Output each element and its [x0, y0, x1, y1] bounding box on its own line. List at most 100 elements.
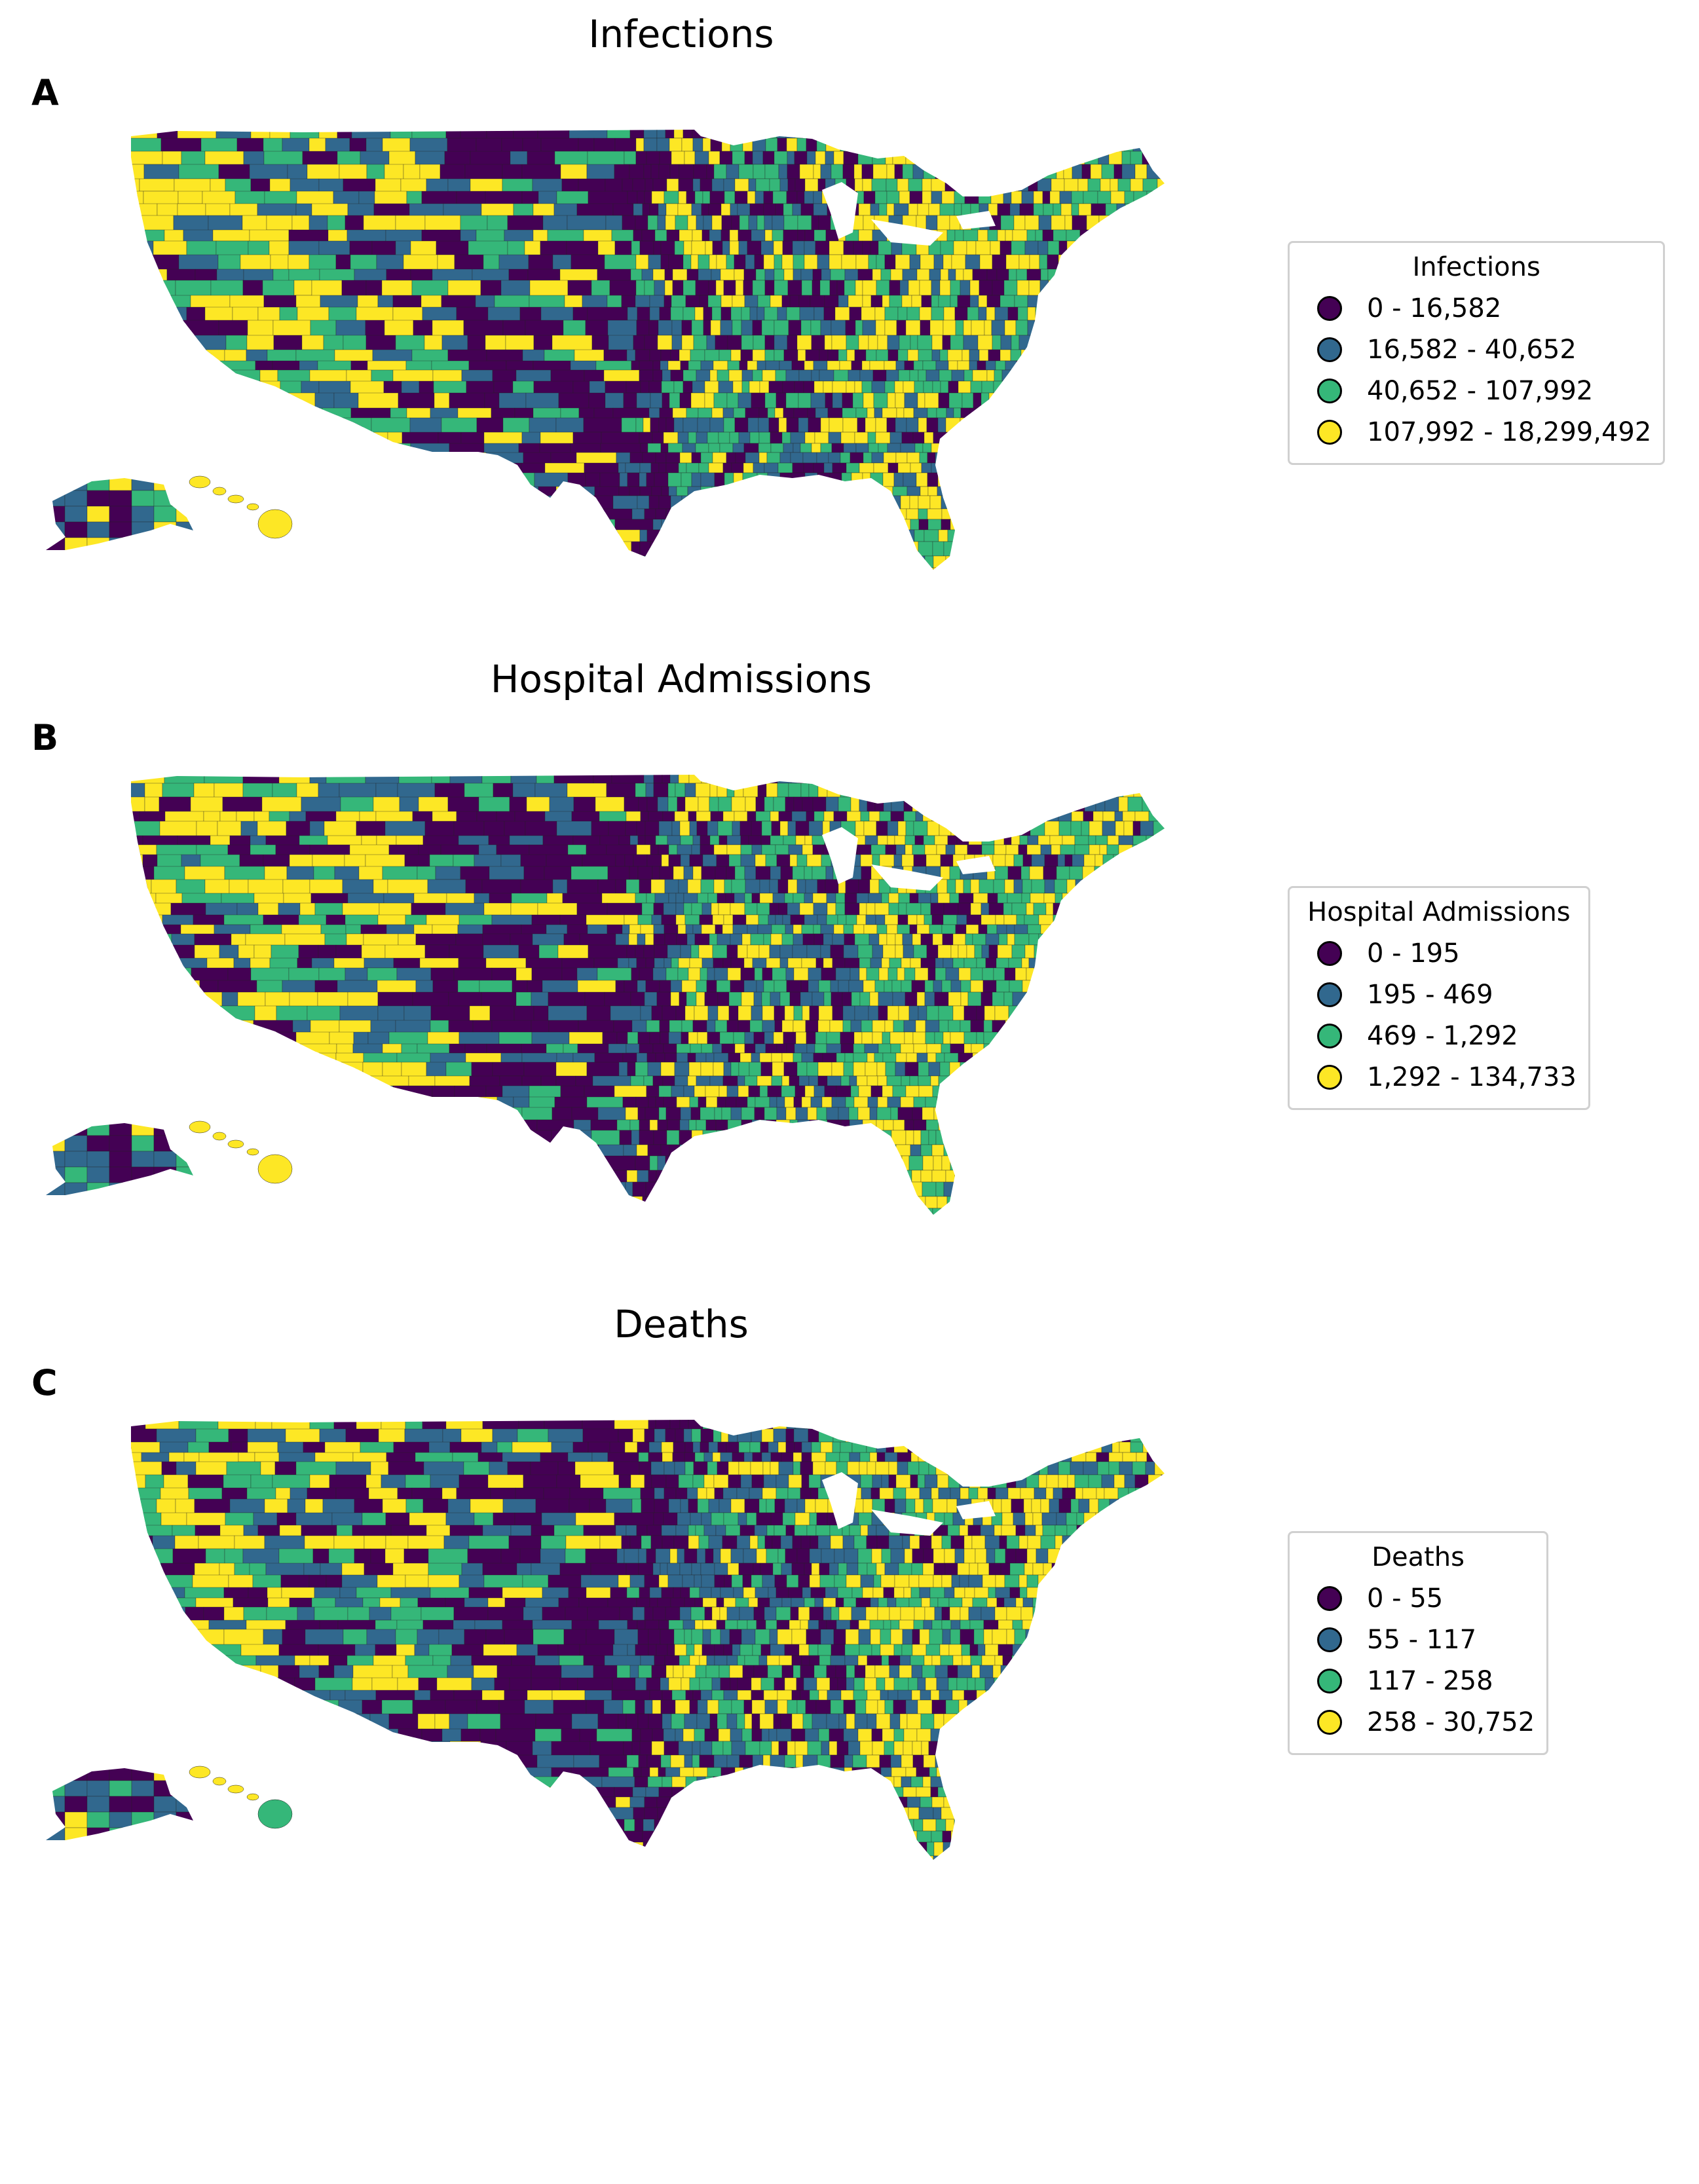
county-cell: [707, 893, 718, 904]
county-cell: [510, 902, 538, 916]
county-cell: [949, 866, 961, 880]
county-cell: [750, 933, 764, 946]
county-cell: [1138, 360, 1151, 371]
county-cell: [691, 902, 703, 916]
county-cell: [1108, 991, 1117, 1007]
county-cell: [984, 178, 999, 192]
county-cell: [759, 541, 774, 557]
county-cell: [297, 1085, 338, 1100]
county-cell: [417, 462, 447, 481]
county-cell: [679, 821, 690, 836]
county-cell: [1166, 496, 1178, 509]
county-cell: [1173, 1107, 1187, 1120]
county-cell: [990, 1062, 999, 1077]
county-cell: [711, 495, 726, 509]
county-cell: [644, 991, 658, 1007]
county-cell: [828, 432, 842, 444]
county-cell: [980, 151, 988, 165]
county-cell: [648, 1096, 656, 1108]
county-cell: [960, 1085, 973, 1098]
county-cell: [955, 879, 964, 894]
county-cell: [1034, 1107, 1045, 1120]
county-cell: [1117, 775, 1129, 784]
county-cell: [753, 775, 767, 784]
county-cell: [288, 254, 310, 270]
county-cell: [1070, 555, 1081, 568]
county-cell: [1072, 452, 1084, 464]
county-cell: [940, 854, 954, 867]
county-cell: [947, 432, 960, 444]
county-cell: [1142, 407, 1150, 418]
county-cell: [231, 1043, 261, 1056]
county-cell: [675, 914, 686, 925]
county-cell: [671, 151, 685, 165]
county-cell: [956, 541, 965, 557]
county-cell: [812, 866, 827, 880]
county-cell: [625, 462, 641, 473]
county-cell: [1018, 775, 1033, 784]
county-cell: [403, 254, 438, 270]
county-cell: [1059, 306, 1069, 321]
county-cell: [1173, 361, 1184, 370]
county-cell: [1122, 215, 1133, 231]
county-cell: [723, 178, 736, 192]
county-cell: [639, 369, 654, 382]
county-cell: [1157, 407, 1165, 418]
county-cell: [941, 775, 957, 784]
county-cell: [862, 472, 871, 487]
county-cell: [1134, 879, 1144, 894]
county-cell: [1004, 320, 1017, 336]
county-cell: [1108, 1075, 1122, 1086]
county-cell: [1125, 1005, 1134, 1021]
county-cell: [1013, 151, 1022, 165]
county-cell: [900, 495, 910, 509]
county-cell: [987, 811, 997, 822]
county-cell: [384, 519, 401, 532]
county-cell: [765, 138, 778, 152]
county-cell: [802, 519, 817, 530]
county-cell: [1103, 567, 1117, 570]
county-cell: [774, 151, 788, 165]
county-cell: [667, 796, 678, 812]
county-cell: [832, 380, 847, 394]
county-cell: [621, 417, 637, 433]
county-cell: [745, 914, 759, 925]
county-cell: [998, 783, 1009, 798]
county-cell: [785, 1107, 796, 1120]
county-cell: [660, 254, 669, 270]
county-cell: [1167, 295, 1174, 307]
county-cell: [131, 967, 160, 990]
county-cell: [649, 203, 659, 216]
county-cell: [1104, 866, 1117, 880]
county-cell: [1104, 280, 1119, 296]
county-cell: [803, 380, 815, 394]
county-cell: [943, 151, 953, 165]
county-cell: [881, 1130, 892, 1145]
county-cell: [730, 203, 738, 216]
county-cell: [626, 944, 636, 959]
county-cell: [1100, 508, 1115, 520]
county-cell: [800, 268, 813, 281]
county-cell: [840, 432, 855, 444]
county-cell: [849, 783, 860, 798]
county-cell: [714, 1107, 722, 1120]
county-cell: [687, 1075, 697, 1086]
county-cell: [635, 254, 649, 270]
county-cell: [1039, 392, 1052, 409]
county-cell: [927, 452, 936, 464]
county-cell: [806, 138, 817, 152]
county-cell: [924, 914, 933, 925]
county-cell: [876, 349, 889, 361]
county-cell: [996, 1130, 1007, 1145]
county-cell: [860, 1130, 870, 1145]
county-cell: [678, 191, 687, 204]
county-cell: [1155, 1107, 1165, 1120]
county-cell: [901, 783, 914, 798]
county-cell: [815, 580, 828, 595]
county-cell: [626, 349, 636, 361]
county-cell: [869, 991, 879, 1007]
county-cell: [1141, 229, 1150, 242]
county-cell: [836, 1085, 851, 1098]
county-cell: [644, 335, 658, 350]
county-cell: [721, 215, 732, 231]
